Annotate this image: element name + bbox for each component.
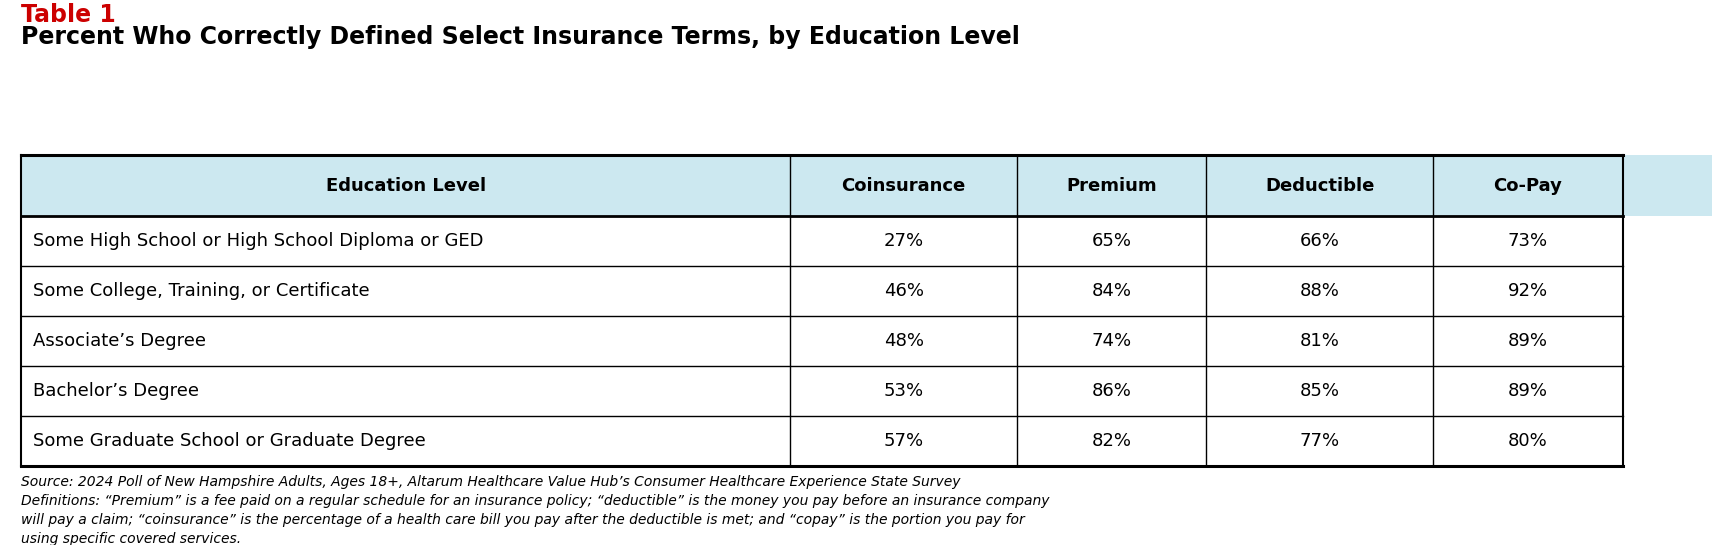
- Text: 86%: 86%: [1091, 382, 1131, 400]
- Text: 82%: 82%: [1091, 432, 1131, 450]
- Text: Deductible: Deductible: [1264, 177, 1373, 195]
- Text: Co-Pay: Co-Pay: [1493, 177, 1561, 195]
- Text: Education Level: Education Level: [326, 177, 485, 195]
- Bar: [21, 366, 1711, 416]
- Text: Premium: Premium: [1065, 177, 1157, 195]
- Text: 53%: 53%: [883, 382, 923, 400]
- Text: Bachelor’s Degree: Bachelor’s Degree: [33, 382, 199, 400]
- Text: 89%: 89%: [1507, 382, 1547, 400]
- Text: 80%: 80%: [1507, 432, 1547, 450]
- Text: 57%: 57%: [883, 432, 923, 450]
- Bar: [21, 316, 1711, 366]
- Text: 84%: 84%: [1091, 282, 1131, 300]
- Text: 27%: 27%: [883, 232, 923, 250]
- Text: 88%: 88%: [1299, 282, 1339, 300]
- Bar: [21, 155, 1711, 216]
- Text: 92%: 92%: [1507, 282, 1547, 300]
- Text: 81%: 81%: [1299, 332, 1339, 350]
- Text: Coinsurance: Coinsurance: [842, 177, 965, 195]
- Text: Percent Who Correctly Defined Select Insurance Terms, by Education Level: Percent Who Correctly Defined Select Ins…: [21, 25, 1018, 49]
- Text: 48%: 48%: [883, 332, 923, 350]
- Text: 73%: 73%: [1507, 232, 1547, 250]
- Text: Associate’s Degree: Associate’s Degree: [33, 332, 206, 350]
- Text: Some College, Training, or Certificate: Some College, Training, or Certificate: [33, 282, 369, 300]
- Text: 66%: 66%: [1299, 232, 1339, 250]
- Text: Source: 2024 Poll of New Hampshire Adults, Ages 18+, Altarum Healthcare Value Hu: Source: 2024 Poll of New Hampshire Adult…: [21, 475, 1048, 545]
- Bar: [21, 266, 1711, 316]
- Text: 74%: 74%: [1091, 332, 1131, 350]
- Text: Table 1: Table 1: [21, 3, 116, 27]
- Text: 65%: 65%: [1091, 232, 1131, 250]
- Text: 46%: 46%: [883, 282, 923, 300]
- Text: Some Graduate School or Graduate Degree: Some Graduate School or Graduate Degree: [33, 432, 426, 450]
- Text: Some High School or High School Diploma or GED: Some High School or High School Diploma …: [33, 232, 483, 250]
- Bar: [21, 216, 1711, 266]
- Text: 85%: 85%: [1299, 382, 1339, 400]
- Text: 89%: 89%: [1507, 332, 1547, 350]
- Bar: [21, 416, 1711, 466]
- Text: 77%: 77%: [1299, 432, 1339, 450]
